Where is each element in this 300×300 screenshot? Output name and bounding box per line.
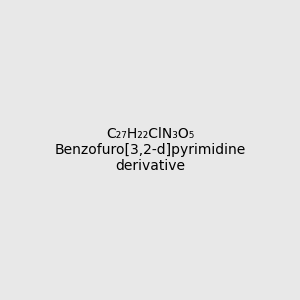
Text: C₂₇H₂₂ClN₃O₅
Benzofuro[3,2-d]pyrimidine
derivative: C₂₇H₂₂ClN₃O₅ Benzofuro[3,2-d]pyrimidine … <box>54 127 246 173</box>
